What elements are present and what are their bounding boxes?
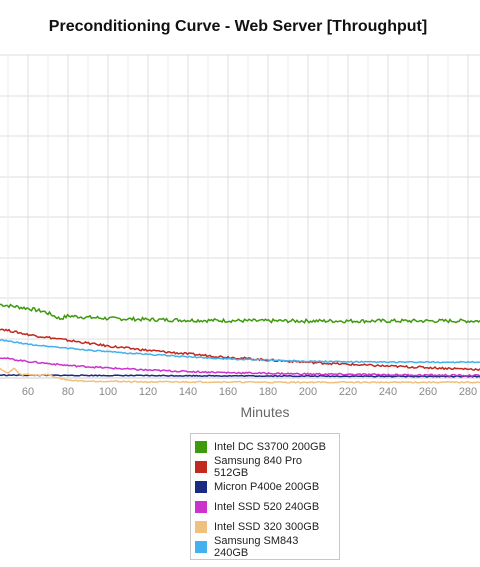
series-line-5 xyxy=(0,367,480,384)
legend-label: Samsung 840 Pro 512GB xyxy=(214,455,303,479)
x-axis-label: Minutes xyxy=(240,404,290,420)
legend-swatch xyxy=(195,541,207,553)
chart-title: Preconditioning Curve - Web Server [Thro… xyxy=(48,18,428,35)
legend-item: Intel SSD 520 240GB xyxy=(195,497,335,517)
x-tick-label: 180 xyxy=(259,386,277,398)
legend-label: Samsung SM843 240GB xyxy=(214,535,299,559)
legend-label: Micron P400e 200GB xyxy=(214,481,320,493)
x-tick-label: 160 xyxy=(219,386,237,398)
legend-item: Samsung 840 Pro 512GB xyxy=(195,455,335,479)
legend-item: Samsung SM843 240GB xyxy=(195,535,335,559)
series-line-4 xyxy=(0,356,480,377)
legend-item: Intel SSD 320 300GB xyxy=(195,517,335,537)
legend-item: Micron P400e 200GB xyxy=(195,477,335,497)
x-tick-label: 80 xyxy=(62,386,74,398)
legend-swatch xyxy=(195,441,207,453)
legend-label: Intel SSD 320 300GB xyxy=(214,521,320,533)
legend-swatch xyxy=(195,521,207,533)
x-tick-labels: 60 80 100 120 140 160 180 200 220 240 260 280 xyxy=(22,386,477,398)
series-lines xyxy=(0,303,480,384)
x-tick-label: 220 xyxy=(339,386,357,398)
series-line-1 xyxy=(0,303,480,324)
series-line-3 xyxy=(0,374,480,378)
series-line-6 xyxy=(0,338,480,364)
x-tick-label: 200 xyxy=(299,386,317,398)
grid xyxy=(0,54,480,379)
legend-swatch xyxy=(195,461,207,473)
line-chart: 60 80 100 120 140 160 180 200 220 240 260 280 xyxy=(0,54,480,398)
legend-label: Intel DC S3700 200GB xyxy=(214,441,326,453)
legend: Intel DC S3700 200GB Samsung 840 Pro 512G… xyxy=(190,433,340,560)
legend-swatch xyxy=(195,481,207,493)
x-tick-label: 60 xyxy=(22,386,34,398)
x-tick-label: 140 xyxy=(179,386,197,398)
x-tick-label: 240 xyxy=(379,386,397,398)
legend-item: Intel DC S3700 200GB xyxy=(195,437,335,457)
legend-swatch xyxy=(195,501,207,513)
x-tick-label: 260 xyxy=(419,386,437,398)
x-tick-label: 100 xyxy=(99,386,117,398)
x-tick-label: 120 xyxy=(139,386,157,398)
x-tick-label: 280 xyxy=(459,386,477,398)
legend-label: Intel SSD 520 240GB xyxy=(214,501,320,513)
